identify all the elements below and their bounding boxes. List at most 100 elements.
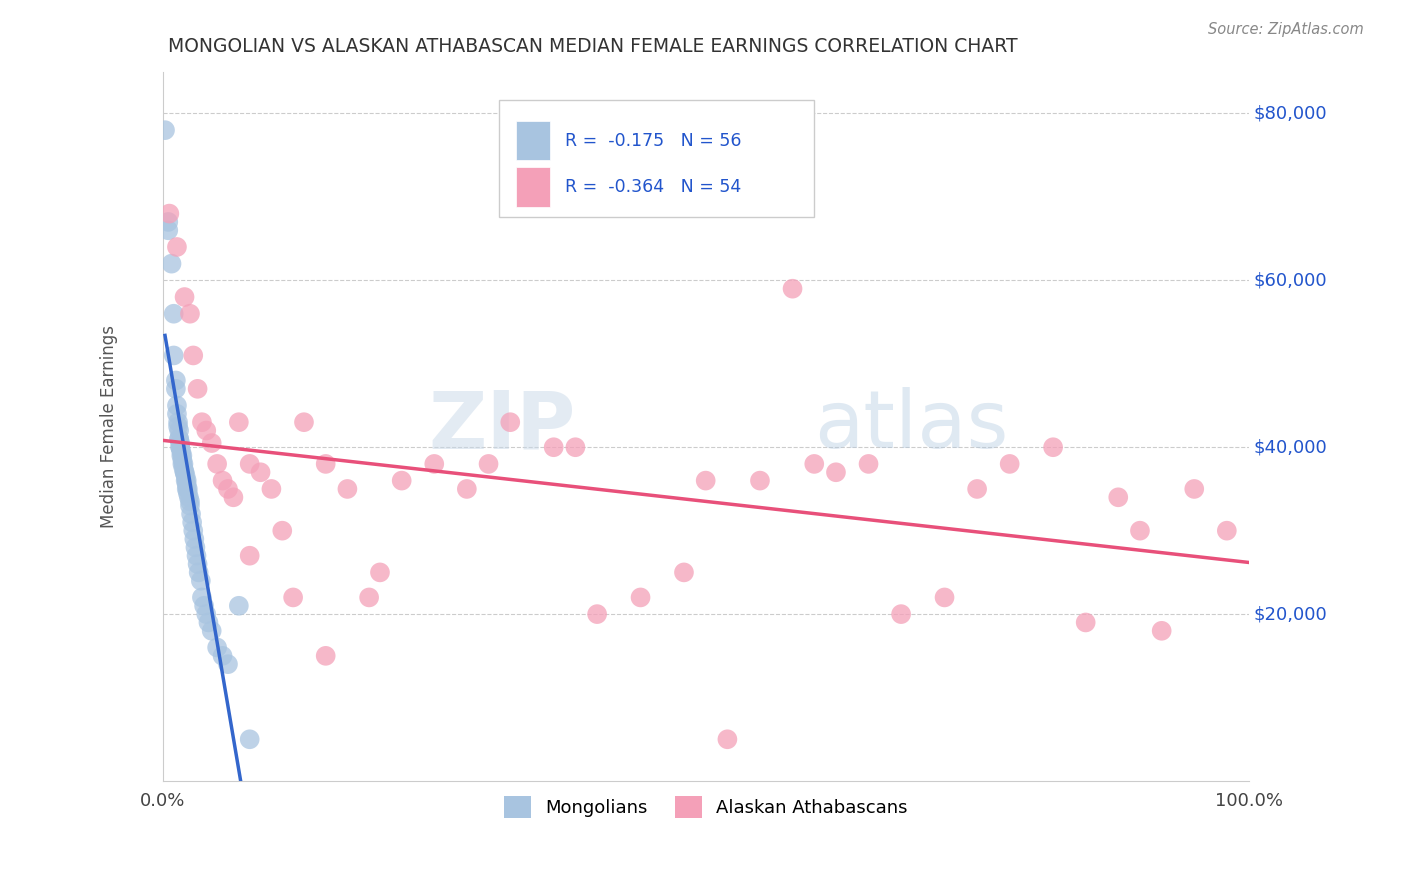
Point <box>153 123 176 137</box>
Point <box>716 732 738 747</box>
Point <box>195 424 218 438</box>
Point <box>169 440 191 454</box>
Point <box>359 591 381 605</box>
Point <box>423 457 446 471</box>
Point <box>180 507 202 521</box>
Point <box>195 607 218 621</box>
Point <box>1042 440 1064 454</box>
Point <box>191 415 214 429</box>
Text: MONGOLIAN VS ALASKAN ATHABASCAN MEDIAN FEMALE EARNINGS CORRELATION CHART: MONGOLIAN VS ALASKAN ATHABASCAN MEDIAN F… <box>169 37 1018 56</box>
Text: $20,000: $20,000 <box>1254 605 1327 624</box>
Point <box>179 307 201 321</box>
Point <box>456 482 478 496</box>
FancyBboxPatch shape <box>499 100 814 217</box>
Point <box>564 440 586 454</box>
Point <box>315 457 337 471</box>
Point <box>271 524 294 538</box>
Point <box>391 474 413 488</box>
Point <box>211 474 233 488</box>
Point <box>184 541 207 555</box>
Point <box>217 657 239 672</box>
Point <box>172 449 194 463</box>
Point <box>167 432 190 446</box>
Point <box>260 482 283 496</box>
Point <box>228 599 250 613</box>
Point <box>186 549 208 563</box>
Point <box>174 469 197 483</box>
Point <box>181 348 204 362</box>
Point <box>191 591 214 605</box>
Point <box>181 516 204 530</box>
FancyBboxPatch shape <box>516 121 550 161</box>
Point <box>749 474 772 488</box>
Point <box>825 465 848 479</box>
Point <box>858 457 880 471</box>
Point <box>1182 482 1205 496</box>
Point <box>966 482 988 496</box>
Legend: Mongolians, Alaskan Athabascans: Mongolians, Alaskan Athabascans <box>496 789 915 825</box>
Point <box>1107 491 1129 505</box>
Point <box>165 382 187 396</box>
Point <box>172 461 194 475</box>
Point <box>172 452 194 467</box>
Point <box>179 499 201 513</box>
Text: $80,000: $80,000 <box>1254 104 1327 122</box>
Point <box>181 524 204 538</box>
Point <box>170 449 193 463</box>
Point <box>998 457 1021 471</box>
Point <box>336 482 359 496</box>
Text: R =  -0.364   N = 54: R = -0.364 N = 54 <box>565 178 741 196</box>
Point <box>179 494 201 508</box>
Point <box>173 465 195 479</box>
Point <box>239 457 262 471</box>
Point <box>499 415 522 429</box>
Point <box>1074 615 1097 630</box>
Point <box>890 607 912 621</box>
Text: $60,000: $60,000 <box>1254 271 1327 289</box>
Point <box>166 399 188 413</box>
Point <box>193 599 215 613</box>
Text: R =  -0.175   N = 56: R = -0.175 N = 56 <box>565 132 741 150</box>
Point <box>187 382 209 396</box>
Point <box>543 440 565 454</box>
Point <box>630 591 652 605</box>
Point <box>281 591 304 605</box>
Point <box>1216 524 1239 538</box>
Point <box>163 348 186 362</box>
Point <box>173 290 195 304</box>
Point <box>782 282 804 296</box>
Point <box>695 474 717 488</box>
Text: ZIP: ZIP <box>429 387 575 466</box>
Point <box>170 444 193 458</box>
Point <box>187 557 209 571</box>
FancyBboxPatch shape <box>516 168 550 207</box>
Point <box>187 566 209 580</box>
Point <box>160 257 183 271</box>
Point <box>157 206 180 220</box>
Point <box>292 415 315 429</box>
Point <box>1150 624 1173 638</box>
Point <box>169 440 191 454</box>
Point <box>177 491 200 505</box>
Point <box>228 415 250 429</box>
Point <box>368 566 391 580</box>
Point <box>183 532 205 546</box>
Point <box>197 615 219 630</box>
Text: Source: ZipAtlas.com: Source: ZipAtlas.com <box>1208 22 1364 37</box>
Point <box>176 474 198 488</box>
Point <box>173 465 195 479</box>
Point <box>217 482 239 496</box>
Point <box>167 432 190 446</box>
Point <box>166 240 188 254</box>
Point <box>201 436 224 450</box>
Point <box>163 307 186 321</box>
Point <box>803 457 825 471</box>
Point <box>167 415 190 429</box>
Point <box>1129 524 1152 538</box>
Point <box>165 374 187 388</box>
Point <box>239 732 262 747</box>
Point <box>211 648 233 663</box>
Point <box>249 465 271 479</box>
Point <box>157 215 180 229</box>
Point <box>177 482 200 496</box>
